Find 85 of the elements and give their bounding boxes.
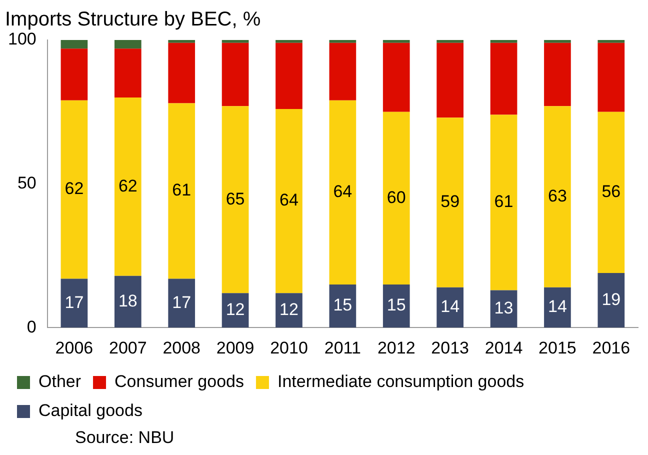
bar (436, 40, 464, 43)
bar (544, 40, 571, 43)
bar (544, 106, 571, 288)
data-label: 61 (494, 192, 514, 212)
bar (276, 109, 302, 294)
data-label: 15 (333, 296, 352, 315)
x-tick-label: 2011 (324, 338, 361, 358)
bar (329, 100, 356, 284)
bar (168, 103, 196, 279)
bar (60, 48, 88, 100)
bar (329, 284, 356, 328)
bar (598, 40, 625, 43)
bar (544, 287, 571, 328)
data-label: 14 (440, 297, 460, 316)
data-label: 12 (226, 300, 245, 320)
bar (490, 290, 518, 328)
data-label: 19 (602, 290, 621, 309)
bar (222, 40, 249, 43)
source-note: Source: NBU (75, 428, 174, 448)
x-tick-label: 2008 (162, 338, 201, 358)
bar (276, 293, 302, 328)
bar (490, 114, 518, 290)
bar (598, 112, 625, 273)
bar (60, 40, 88, 49)
legend-label: Other (38, 372, 82, 392)
legend-label: Capital goods (38, 401, 142, 420)
data-label: 64 (333, 182, 352, 202)
data-label: 56 (602, 182, 621, 202)
chart-title: Imports Structure by BEC, % (5, 8, 261, 31)
data-label: 61 (172, 180, 192, 200)
data-label: 12 (280, 300, 298, 320)
bar (598, 42, 625, 112)
bar (114, 98, 142, 276)
data-label: 17 (172, 292, 192, 312)
x-tick-label: 2015 (538, 338, 576, 358)
x-tick-label: 2012 (377, 338, 416, 358)
data-label: 65 (226, 189, 245, 208)
bar (168, 278, 196, 328)
bar (114, 276, 142, 328)
bar (222, 42, 249, 106)
x-tick-label: 2016 (592, 338, 630, 358)
y-tick-label: 50 (17, 173, 36, 192)
y-tick-label: 100 (8, 30, 36, 49)
bar (114, 40, 142, 49)
legend-label: Intermediate consumption goods (277, 372, 524, 392)
data-label: 62 (118, 176, 138, 196)
data-label: 62 (64, 179, 84, 198)
bar (60, 100, 88, 279)
bar (222, 106, 249, 294)
y-tick-label: 0 (26, 317, 36, 336)
bar (598, 272, 625, 328)
bar (276, 40, 302, 43)
bar (60, 278, 88, 328)
data-label: 13 (494, 298, 514, 318)
bar (436, 287, 464, 328)
bar (276, 42, 302, 110)
bar (382, 112, 410, 284)
data-label: 15 (386, 296, 406, 315)
bar (114, 48, 142, 98)
data-label: 60 (386, 188, 406, 207)
bar (329, 40, 356, 43)
bar (382, 284, 410, 328)
x-tick-label: 2013 (431, 338, 469, 358)
data-label: 14 (548, 297, 567, 316)
data-label: 59 (440, 192, 460, 212)
bar (168, 40, 196, 43)
bar (382, 40, 410, 43)
x-tick-label: 2014 (484, 338, 523, 358)
bar (490, 42, 518, 115)
bar (168, 42, 196, 104)
bar (436, 42, 464, 118)
x-tick-label: 2009 (216, 338, 254, 358)
legend-label: Consumer goods (114, 372, 244, 392)
bar (382, 42, 410, 112)
bar (490, 40, 518, 43)
x-tick-label: 2007 (108, 338, 147, 358)
bar (329, 42, 356, 100)
bar (544, 42, 571, 106)
data-label: 64 (280, 190, 298, 210)
data-label: 63 (548, 186, 567, 206)
bar (436, 118, 464, 288)
x-tick-label: 2006 (55, 338, 94, 358)
data-label: 17 (64, 292, 84, 312)
x-tick-label: 2010 (270, 338, 308, 358)
data-label: 18 (118, 291, 138, 310)
